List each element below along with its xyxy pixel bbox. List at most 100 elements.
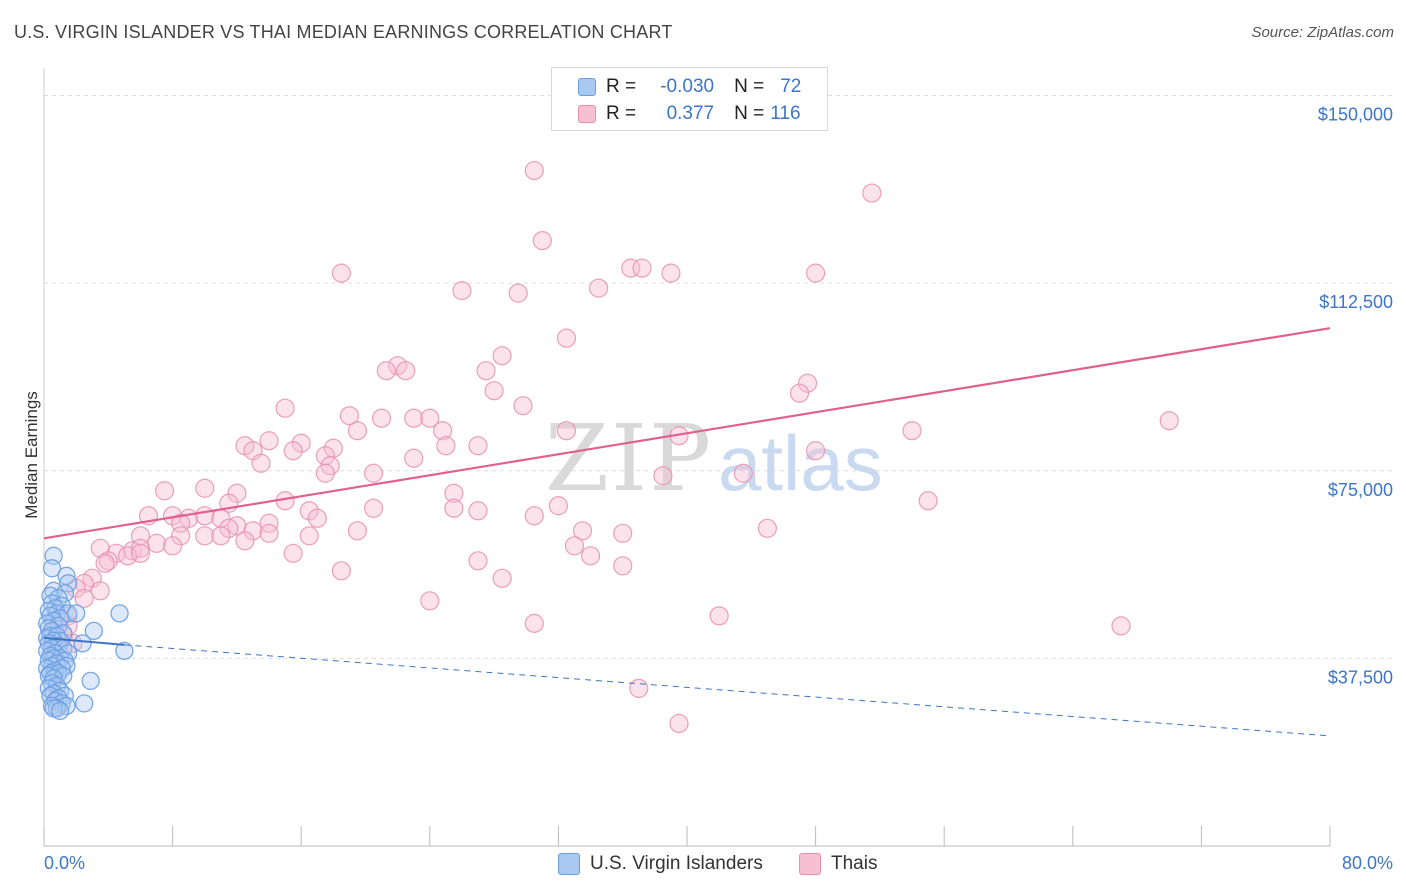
thais-point	[653, 466, 673, 486]
thais-point	[90, 581, 110, 601]
thais-point	[283, 441, 303, 461]
thais-points	[53, 160, 1179, 734]
legend-r-value: -0.030	[660, 76, 715, 97]
thais-point	[797, 373, 818, 393]
legend-n-value: 72	[780, 76, 802, 97]
thais-point	[580, 546, 601, 566]
thais-point	[283, 543, 303, 563]
legend-r-label: R =	[606, 76, 637, 97]
thais-point	[918, 491, 938, 511]
thais-point	[98, 551, 118, 571]
thais-point	[613, 556, 633, 576]
thais-point	[130, 543, 151, 563]
virgin-islanders-trend-solid	[43, 636, 125, 646]
legend-n-label: N =	[734, 103, 765, 124]
thais-point	[211, 526, 231, 546]
thais-point	[315, 463, 335, 483]
thais-point	[444, 498, 464, 518]
thais-point	[532, 230, 552, 251]
bottom-legend-label: U.S. Virgin Islanders	[590, 853, 763, 874]
thais-point	[733, 463, 753, 483]
virgin-islanders-point	[58, 574, 78, 593]
thais-point	[420, 591, 440, 611]
thais-point	[621, 258, 641, 278]
thais-point	[275, 398, 295, 418]
thais-point	[371, 408, 392, 428]
thais-point	[513, 396, 533, 416]
thais-point	[1111, 616, 1131, 636]
bottom-legend-virgin-islanders: U.S. Virgin Islanders	[558, 852, 763, 876]
thais-point	[468, 501, 488, 521]
virgin-islanders-point	[81, 671, 100, 691]
y-tick-labels: $37,500 $75,000 $112,500 $150,000	[1318, 105, 1393, 688]
virgin-islanders-point	[67, 604, 86, 623]
virgin-islanders-point	[115, 641, 134, 661]
thais-point	[661, 263, 681, 283]
virgin-islanders-point	[57, 566, 76, 585]
thais-point	[556, 328, 577, 348]
thais-point	[805, 441, 826, 461]
legend-r-value: 0.377	[666, 103, 715, 124]
thais-point	[476, 361, 496, 381]
thais-point	[444, 483, 464, 503]
thais-point	[484, 381, 504, 401]
thais-point	[902, 421, 922, 441]
legend-swatch-pink	[578, 105, 596, 123]
thais-point	[420, 408, 440, 428]
watermark: ZIP atlas	[545, 405, 883, 512]
legend-row-virgin-islanders: R = -0.030 N = 72	[578, 75, 801, 99]
thais-point	[524, 613, 544, 633]
thais-point	[331, 561, 351, 581]
thais-point	[347, 421, 368, 441]
bottom-legend-swatch-blue	[558, 853, 580, 875]
thais-point	[163, 536, 183, 556]
virgin-islanders-point	[110, 604, 129, 623]
thais-point	[227, 483, 247, 503]
x-tick-label-min: 0.0%	[44, 853, 85, 873]
thais-point	[299, 501, 319, 521]
thais-point	[1159, 411, 1179, 431]
thais-point	[251, 453, 271, 473]
thais-point	[195, 526, 215, 546]
thais-point	[492, 346, 512, 366]
gridlines	[44, 95, 1395, 659]
trend-lines	[43, 327, 1331, 737]
thais-point	[307, 508, 327, 528]
thais-point	[376, 361, 396, 381]
thais-point	[219, 518, 239, 538]
thais-point	[363, 498, 384, 518]
virgin-islanders-point	[73, 634, 92, 653]
x-tick-label-max: 80.0%	[1342, 853, 1393, 873]
thais-point	[789, 383, 810, 403]
thais-point	[235, 531, 255, 551]
thais-point	[436, 436, 456, 456]
thais-point	[259, 523, 279, 543]
thais-point	[468, 436, 488, 456]
thais-point	[508, 283, 528, 303]
thais-trend-line	[43, 327, 1331, 540]
thais-point	[299, 526, 319, 546]
thais-point	[524, 506, 544, 526]
thais-point	[757, 518, 777, 538]
legend-r-label: R =	[606, 103, 637, 124]
thais-point	[243, 521, 263, 541]
thais-point	[404, 408, 424, 428]
thais-point	[195, 506, 215, 526]
y-tick-label: $75,000	[1328, 480, 1393, 500]
thais-point	[154, 481, 175, 501]
legend-swatch-blue	[578, 78, 596, 96]
thais-point	[556, 421, 577, 441]
thais-point	[404, 448, 424, 468]
chart-title: U.S. VIRGIN ISLANDER VS THAI MEDIAN EARN…	[14, 22, 673, 42]
thais-point	[468, 551, 488, 571]
thais-point	[524, 160, 544, 181]
thais-point	[433, 421, 453, 441]
thais-point	[74, 588, 94, 608]
thais-point	[548, 496, 569, 516]
thais-point	[259, 431, 279, 451]
source-credit: Source: ZipAtlas.com	[1251, 24, 1394, 41]
y-tick-label: $37,500	[1328, 667, 1393, 687]
thais-point	[291, 433, 311, 453]
watermark-zip: ZIP	[545, 405, 713, 512]
